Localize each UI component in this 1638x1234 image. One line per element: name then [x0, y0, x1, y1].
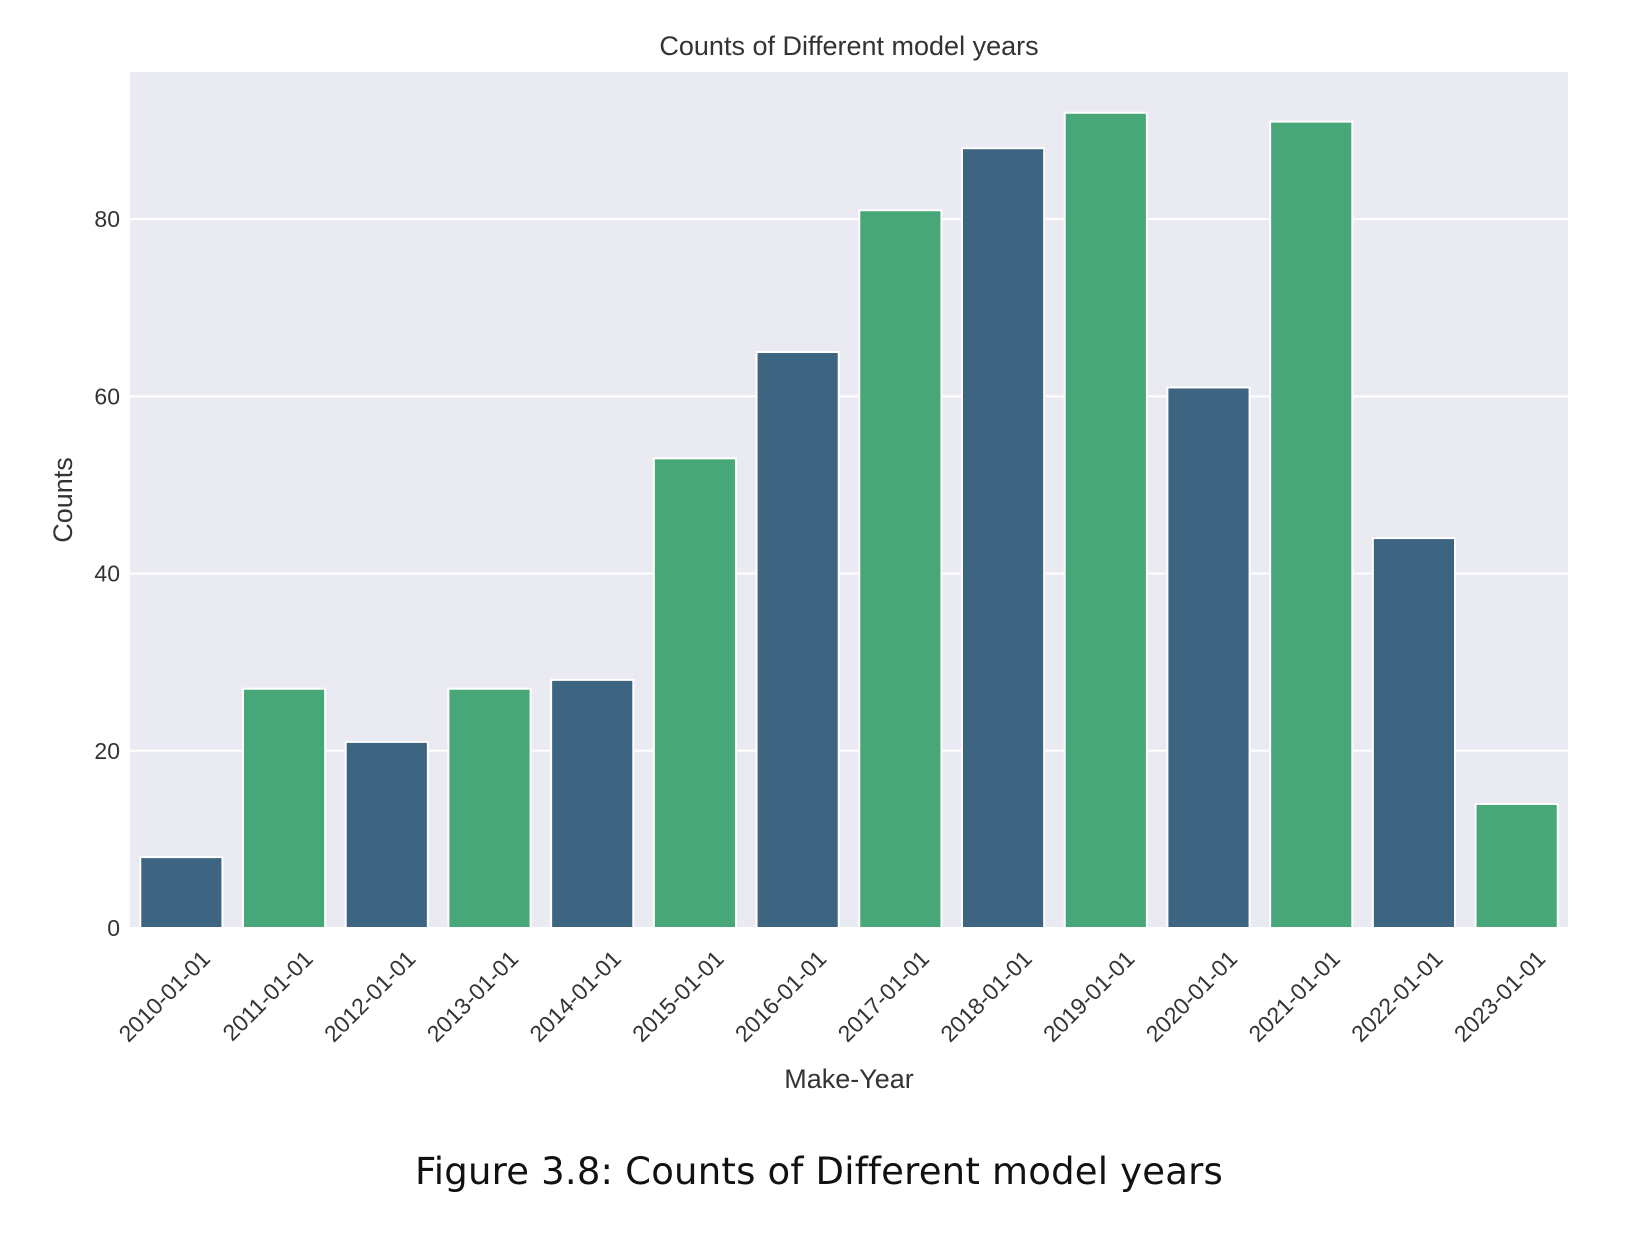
y-axis-label: Counts — [48, 457, 78, 543]
x-tick-label: 2014-01-01 — [524, 945, 626, 1047]
bar-2011-01-01 — [241, 687, 327, 930]
x-tick-label: 2023-01-01 — [1449, 945, 1551, 1047]
y-tick-label: 40 — [94, 561, 120, 587]
x-tick-label: 2011-01-01 — [217, 945, 317, 1045]
x-tick-label: 2012-01-01 — [319, 945, 421, 1047]
bar-2020-01-01 — [1166, 386, 1251, 930]
y-tick-label: 20 — [94, 738, 120, 764]
bar-2010-01-01 — [139, 856, 224, 930]
figure-caption: Figure 3.8: Counts of Different model ye… — [414, 1150, 1223, 1193]
bar-2022-01-01 — [1371, 537, 1457, 929]
bar-2014-01-01 — [550, 678, 635, 929]
x-tick-label: 2021-01-01 — [1243, 945, 1345, 1047]
bar-2019-01-01 — [1063, 111, 1148, 929]
x-tick-label: 2017-01-01 — [833, 945, 935, 1047]
bar-2021-01-01 — [1269, 120, 1354, 930]
y-tick-label: 60 — [94, 383, 120, 409]
x-tick-label: 2020-01-01 — [1141, 945, 1243, 1047]
x-tick-label: 2018-01-01 — [935, 945, 1037, 1047]
x-tick-label: 2016-01-01 — [730, 945, 832, 1047]
x-tick-label: 2010-01-01 — [114, 945, 216, 1047]
x-axis-label: Make-Year — [784, 1064, 914, 1094]
x-tick-label: 2013-01-01 — [422, 945, 524, 1047]
chart-title: Counts of Different model years — [659, 31, 1038, 61]
x-tick-label: 2019-01-01 — [1038, 945, 1140, 1047]
bar-2015-01-01 — [652, 457, 738, 929]
x-tick-label: 2015-01-01 — [627, 945, 729, 1047]
bar-2023-01-01 — [1474, 802, 1559, 929]
bar-2016-01-01 — [755, 351, 840, 930]
x-tick-labels: 2010-01-01 2011-01-01 2012-01-01 2013-01-01… — [114, 945, 1551, 1047]
y-tick-labels: 0 20 40 60 80 — [94, 206, 120, 941]
bar-2013-01-01 — [447, 687, 532, 930]
x-tick-label: 2022-01-01 — [1346, 945, 1448, 1047]
bar-2017-01-01 — [858, 209, 943, 929]
bars — [139, 111, 1559, 930]
y-tick-label: 80 — [94, 206, 120, 232]
bar-2018-01-01 — [960, 147, 1046, 930]
bar-chart: 0 20 40 60 80 2010-01-01 2011-01-01 2012-01-01… — [48, 31, 1568, 1094]
bar-2012-01-01 — [344, 740, 429, 929]
y-tick-label: 0 — [107, 915, 120, 941]
